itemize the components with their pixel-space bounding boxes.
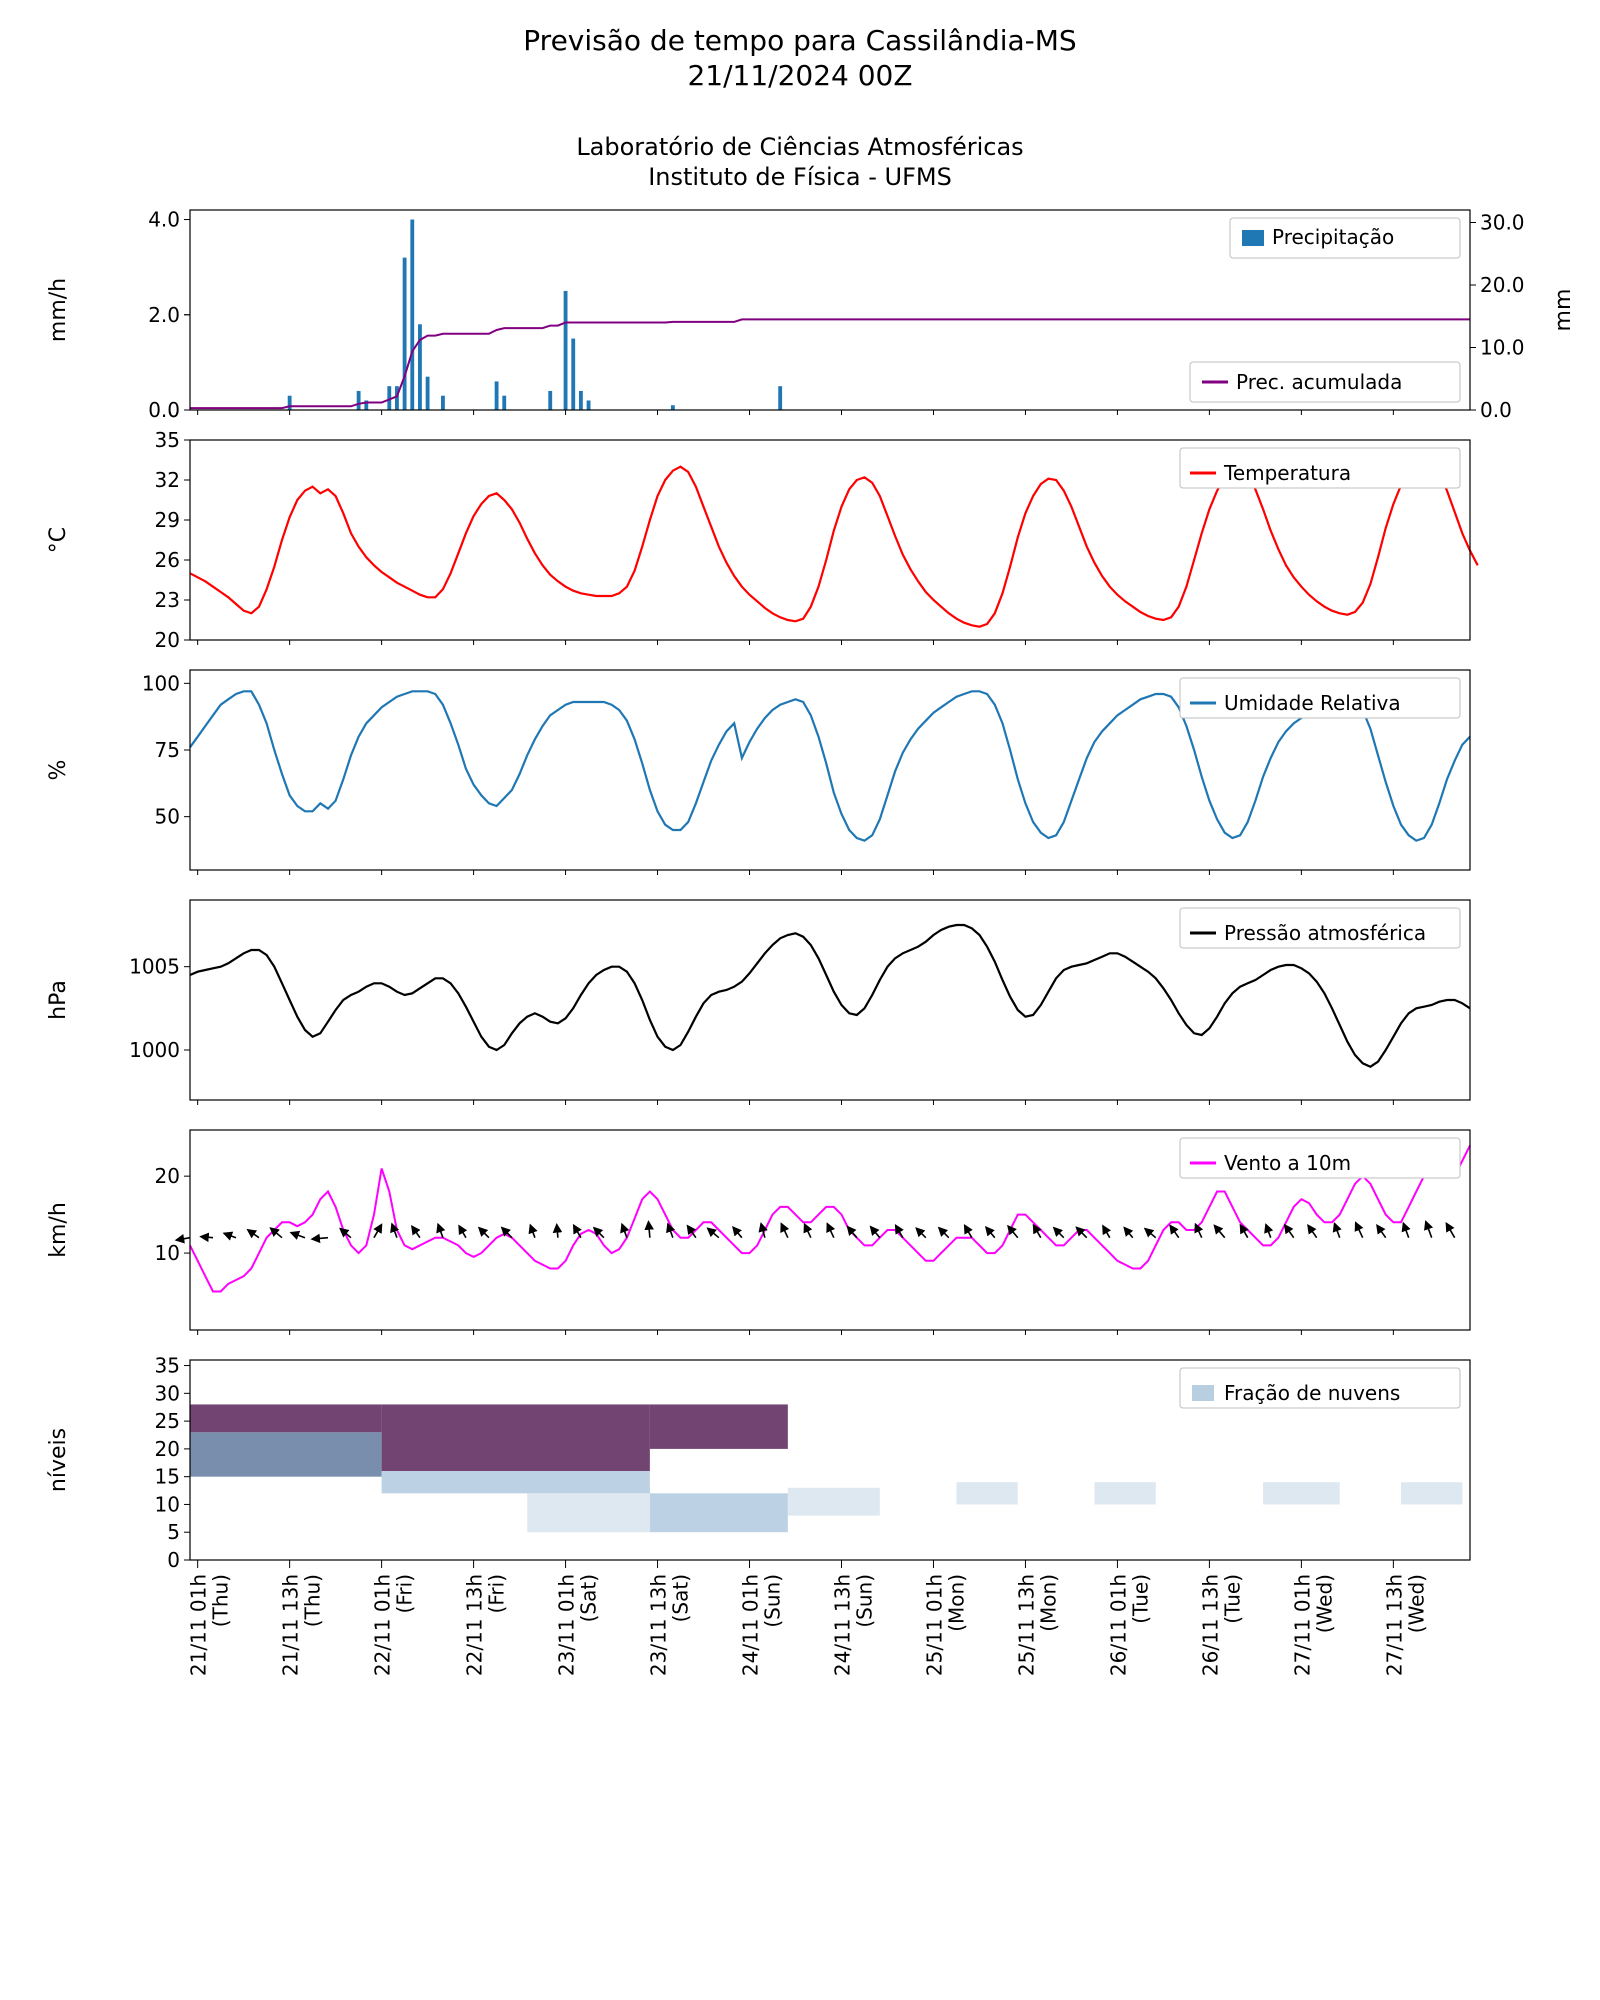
svg-text:(Mon): (Mon) [1036,1574,1060,1632]
svg-text:(Mon): (Mon) [944,1574,968,1632]
svg-text:100: 100 [142,671,180,695]
subtitle-line2: Instituto de Física - UFMS [648,163,952,191]
svg-text:29: 29 [155,508,180,532]
precip-bar [357,391,361,410]
precip-bar [395,386,399,410]
precip-bar [426,377,430,410]
svg-text:35: 35 [155,1354,180,1378]
precip-bar [403,258,407,410]
svg-text:15: 15 [155,1465,180,1489]
svg-text:32: 32 [155,468,180,492]
svg-text:27/11 13h: 27/11 13h [1382,1574,1406,1676]
legend-precip-acc: Prec. acumulada [1236,370,1402,394]
svg-text:10: 10 [155,1241,180,1265]
svg-text:23/11 13h: 23/11 13h [647,1574,671,1676]
svg-text:0.0: 0.0 [148,398,180,422]
svg-text:(Fri): (Fri) [393,1574,417,1613]
suptitle-line1: Previsão de tempo para Cassilândia-MS [523,24,1076,57]
svg-text:(Tue): (Tue) [1128,1574,1152,1624]
svg-text:5: 5 [167,1520,180,1544]
svg-text:25/11 13h: 25/11 13h [1014,1574,1038,1676]
svg-text:(Sat): (Sat) [577,1574,601,1622]
svg-text:%: % [46,760,71,781]
svg-text:hPa: hPa [46,980,71,1020]
svg-text:(Tue): (Tue) [1220,1574,1244,1624]
svg-text:(Wed): (Wed) [1312,1574,1336,1633]
precip-bar [587,400,591,410]
subtitle-line1: Laboratório de Ciências Atmosféricas [576,133,1023,161]
svg-text:20: 20 [155,628,180,652]
precip-bar [564,291,568,410]
svg-text:1005: 1005 [129,955,180,979]
precip-bar [418,324,422,410]
svg-text:(Sun): (Sun) [852,1574,876,1628]
svg-text:mm: mm [1551,289,1576,332]
svg-text:(Wed): (Wed) [1404,1574,1428,1633]
svg-text:mm/h: mm/h [46,278,71,342]
svg-text:25: 25 [155,1409,180,1433]
svg-text:23: 23 [155,588,180,612]
svg-text:22/11 13h: 22/11 13h [463,1574,487,1676]
svg-text:26/11 01h: 26/11 01h [1106,1574,1130,1676]
svg-text:1000: 1000 [129,1038,180,1062]
svg-text:20: 20 [155,1437,180,1461]
precip-bar [671,405,675,410]
precip-bar [288,396,292,410]
svg-text:Temperatura: Temperatura [1223,461,1351,485]
precip-bar [571,339,575,410]
svg-text:23/11 01h: 23/11 01h [555,1574,579,1676]
svg-text:°C: °C [46,527,71,553]
precip-bar [495,381,499,410]
svg-text:10: 10 [155,1492,180,1516]
precip-bar [441,396,445,410]
svg-text:2.0: 2.0 [148,303,180,327]
suptitle-line2: 21/11/2024 00Z [687,59,912,92]
svg-text:21/11 01h: 21/11 01h [187,1574,211,1676]
svg-text:0: 0 [167,1548,180,1572]
svg-text:21/11 13h: 21/11 13h [279,1574,303,1676]
legend-precip-bar: Precipitação [1272,225,1394,249]
svg-text:50: 50 [155,805,180,829]
precip-bar [502,396,506,410]
svg-text:24/11 01h: 24/11 01h [739,1574,763,1676]
svg-text:25/11 01h: 25/11 01h [922,1574,946,1676]
svg-text:4.0: 4.0 [148,208,180,232]
svg-text:(Thu): (Thu) [301,1574,325,1627]
weather-forecast-figure: Previsão de tempo para Cassilândia-MS21/… [0,0,1600,2000]
svg-text:75: 75 [155,738,180,762]
svg-text:20: 20 [155,1164,180,1188]
svg-text:22/11 01h: 22/11 01h [371,1574,395,1676]
svg-text:Vento a 10m: Vento a 10m [1224,1151,1351,1175]
svg-text:20.0: 20.0 [1480,273,1525,297]
svg-text:35: 35 [155,428,180,452]
svg-text:26: 26 [155,548,180,572]
precip-bar [410,220,414,410]
svg-text:30.0: 30.0 [1480,211,1525,235]
svg-text:Fração de nuvens: Fração de nuvens [1224,1381,1400,1405]
svg-text:km/h: km/h [46,1202,71,1258]
svg-text:27/11 01h: 27/11 01h [1290,1574,1314,1676]
svg-text:(Fri): (Fri) [485,1574,509,1613]
svg-text:0.0: 0.0 [1480,398,1512,422]
svg-text:30: 30 [155,1381,180,1405]
svg-text:Umidade Relativa: Umidade Relativa [1224,691,1401,715]
svg-text:Pressão atmosférica: Pressão atmosférica [1224,921,1426,945]
svg-text:(Thu): (Thu) [209,1574,233,1627]
svg-text:(Sun): (Sun) [761,1574,785,1628]
precip-bar [548,391,552,410]
svg-text:10.0: 10.0 [1480,336,1525,360]
svg-text:24/11 13h: 24/11 13h [830,1574,854,1676]
precip-bar [778,386,782,410]
svg-text:níveis: níveis [46,1428,71,1492]
svg-text:26/11 13h: 26/11 13h [1198,1574,1222,1676]
svg-text:(Sat): (Sat) [669,1574,693,1622]
precip-bar [579,391,583,410]
